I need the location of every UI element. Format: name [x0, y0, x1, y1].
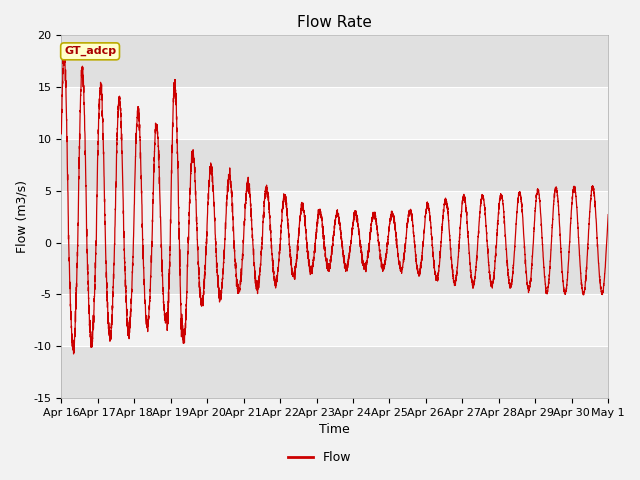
Bar — [61, 36, 608, 87]
Y-axis label: Flow (m3/s): Flow (m3/s) — [15, 180, 28, 253]
Bar — [61, 139, 608, 191]
Bar — [61, 242, 608, 294]
Legend: Flow: Flow — [284, 446, 356, 469]
X-axis label: Time: Time — [319, 423, 350, 436]
Title: Flow Rate: Flow Rate — [298, 15, 372, 30]
Bar — [61, 191, 608, 242]
Bar — [61, 87, 608, 139]
Bar — [61, 294, 608, 346]
Text: GT_adcp: GT_adcp — [64, 46, 116, 57]
Bar — [61, 346, 608, 398]
